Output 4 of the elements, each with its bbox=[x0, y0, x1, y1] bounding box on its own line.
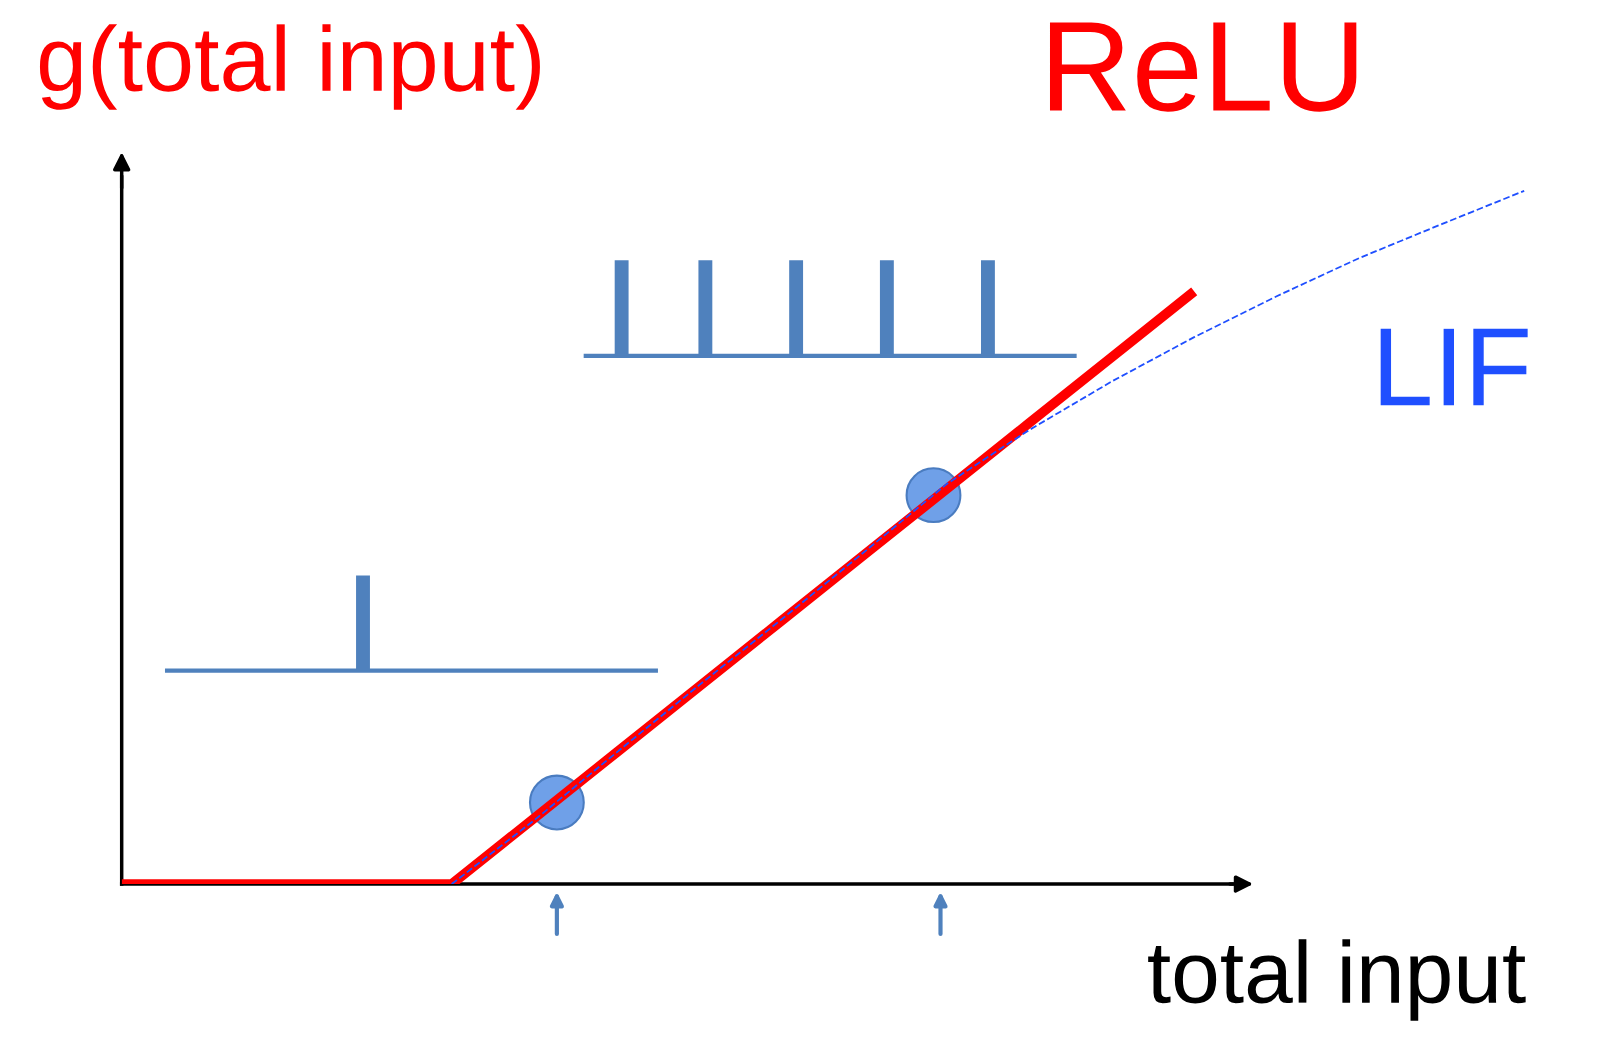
series-label: ReLU bbox=[1049, 22, 1357, 112]
x-axis-title: total input bbox=[1148, 939, 1526, 1021]
y-axis-title: g(total input) bbox=[39, 24, 540, 110]
series-label: LIF bbox=[1380, 328, 1528, 406]
